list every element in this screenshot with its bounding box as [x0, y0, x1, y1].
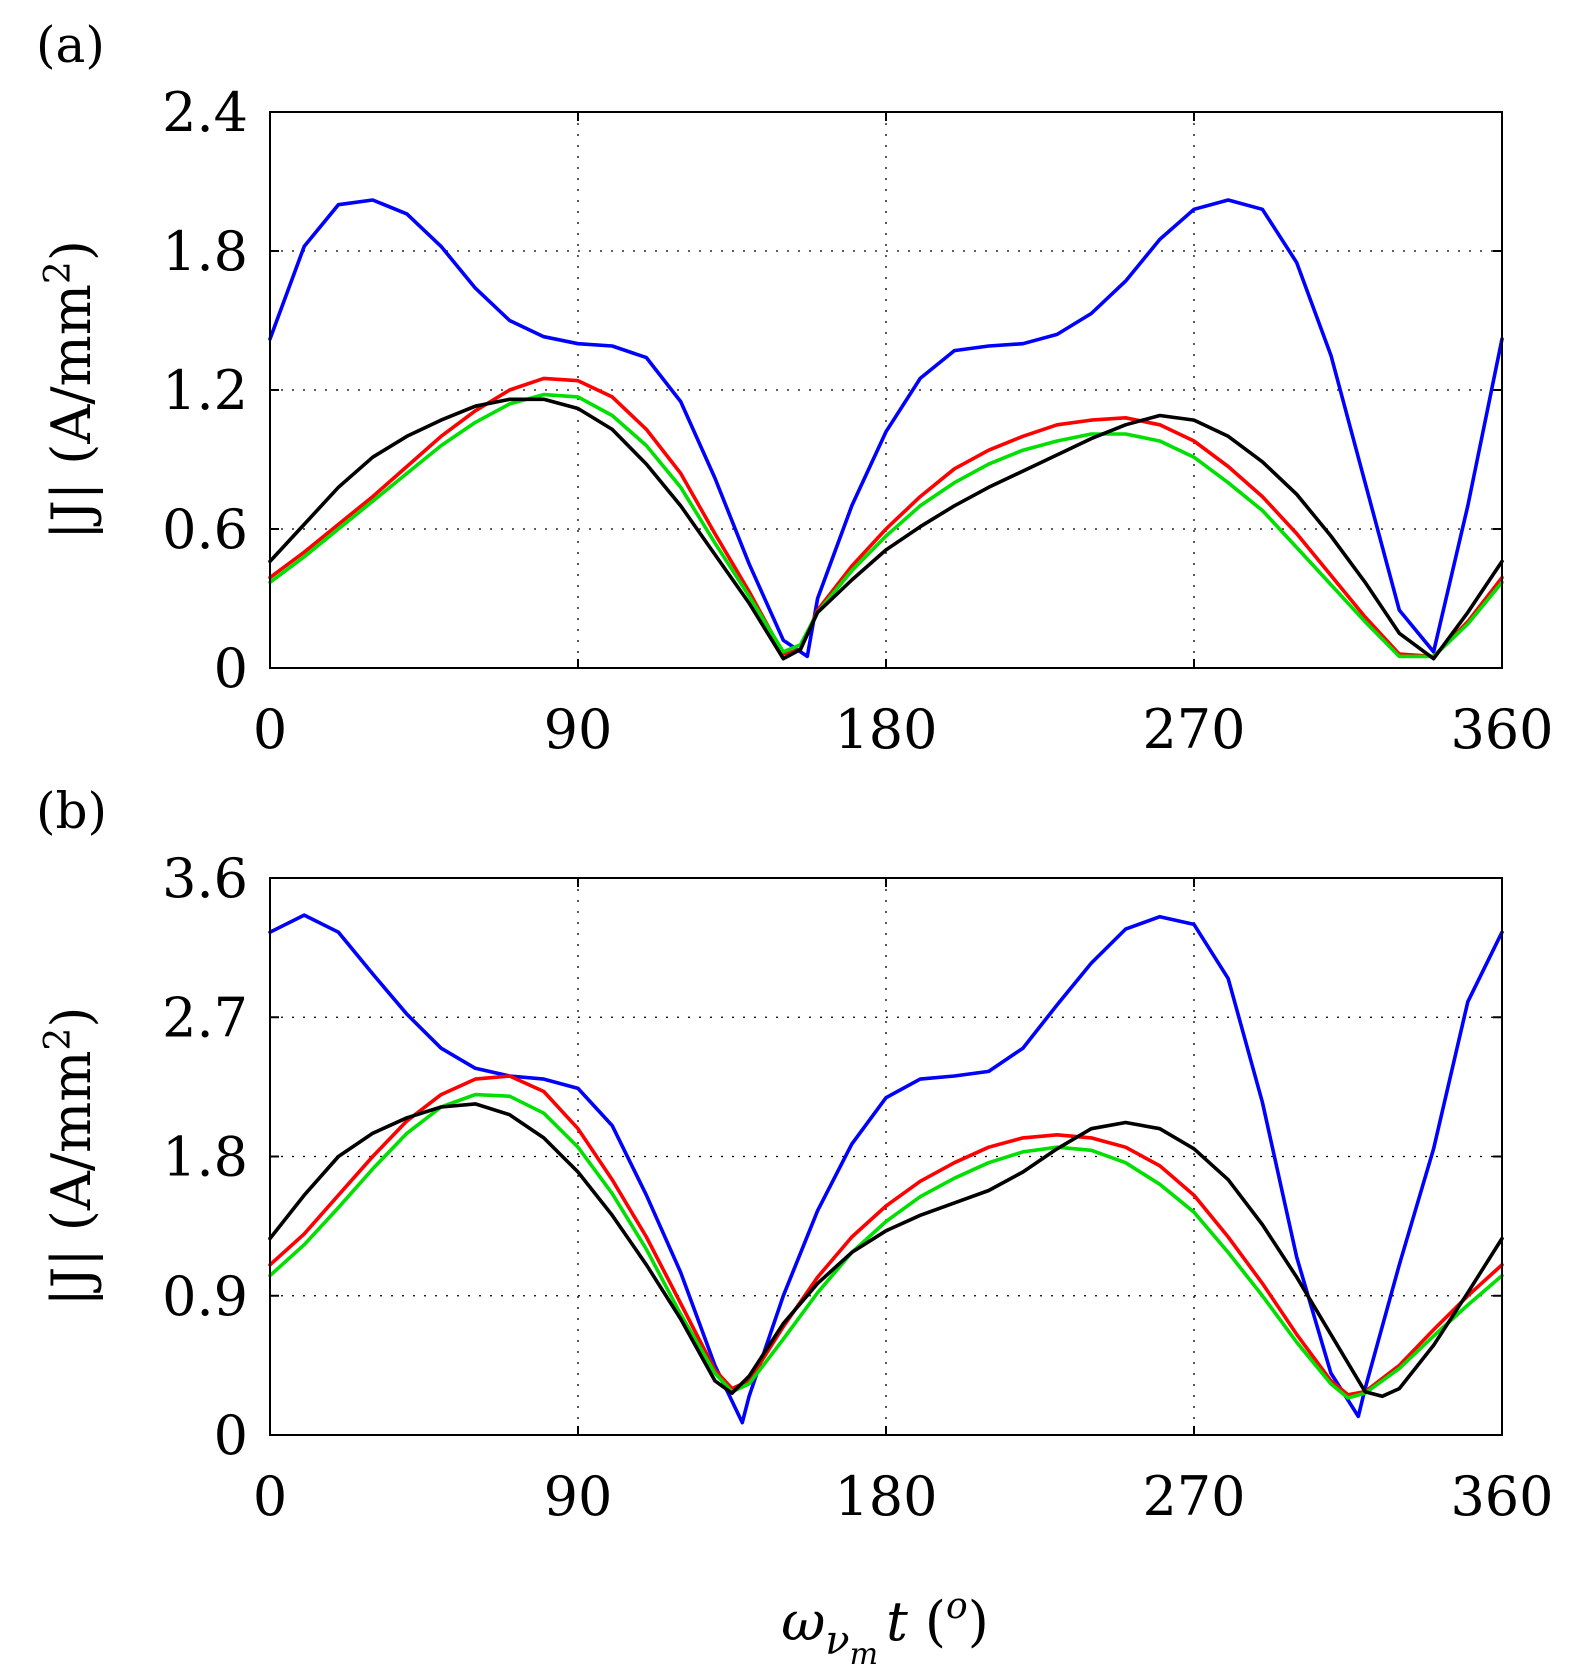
x-axis-title-t: t	[886, 1590, 908, 1653]
y-tick-label: 3.6	[162, 847, 248, 910]
y-tick-label: 0.6	[162, 498, 248, 561]
y-tick-label: 0	[214, 1404, 248, 1467]
x-tick-label: 90	[544, 698, 613, 761]
x-tick-label: 360	[1450, 698, 1553, 761]
y-tick-label: 2.4	[162, 81, 248, 144]
y-tick-label: 2.7	[162, 986, 248, 1049]
y-tick-label: 1.2	[162, 359, 248, 422]
y-axis-title-sup: 2	[38, 261, 79, 284]
x-tick-label: 360	[1450, 1465, 1553, 1528]
y-tick-label: 1.8	[162, 1126, 248, 1189]
y-axis-title-main: |J| (A/mm	[40, 1051, 103, 1307]
panel-b: 0 90 180 270 360 0 0.9 1.8 2.7 3.6 (b) |J| (A/mm2)	[36, 782, 1554, 1528]
series-line-black	[268, 1102, 1504, 1399]
x-axis-title-unit: o	[946, 1586, 968, 1627]
y-axis-title: |J| (A/mm2)	[38, 1007, 103, 1307]
x-axis-title-omega: ω	[781, 1590, 825, 1653]
x-tick-label: 270	[1142, 698, 1245, 761]
x-tick-label: 270	[1142, 1465, 1245, 1528]
y-tick-label: 0	[214, 637, 248, 700]
x-axis-title-paren-open: (	[908, 1590, 946, 1653]
x-tick-label: 180	[834, 1465, 937, 1528]
series-line-red	[268, 1074, 1504, 1397]
y-tick-label: 0.9	[162, 1265, 248, 1328]
y-tick-label: 1.8	[162, 220, 248, 283]
y-axis-title-end: )	[40, 1007, 103, 1028]
x-tick-label: 0	[253, 1465, 287, 1528]
series-line-blue	[268, 913, 1504, 1425]
x-axis-title: ωνmt (o)	[781, 1586, 989, 1672]
x-tick-label: 90	[544, 1465, 613, 1528]
series-line-green	[268, 392, 1504, 659]
series-line-green	[268, 1092, 1504, 1400]
y-axis-title-main: |J| (A/mm	[40, 284, 103, 540]
panel-a: 0 90 180 270 360 0 0.6 1.2 1.8 2.4 (a) |J| (A/mm2)	[36, 16, 1554, 761]
y-axis-title: |J| (A/mm2)	[38, 240, 103, 540]
series-line-blue	[268, 198, 1504, 659]
x-tick-label: 180	[834, 698, 937, 761]
x-axis-title-nu: ν	[825, 1618, 849, 1664]
y-axis-title-end: )	[40, 240, 103, 261]
x-axis-title-m: m	[850, 1637, 878, 1672]
x-tick-label: 0	[253, 698, 287, 761]
x-axis-title-paren-close: )	[968, 1590, 989, 1653]
panel-label: (a)	[36, 16, 105, 74]
series-line-black	[268, 397, 1504, 661]
panel-label: (b)	[36, 782, 107, 840]
y-axis-title-sup: 2	[38, 1028, 79, 1051]
series-line-red	[268, 376, 1504, 659]
